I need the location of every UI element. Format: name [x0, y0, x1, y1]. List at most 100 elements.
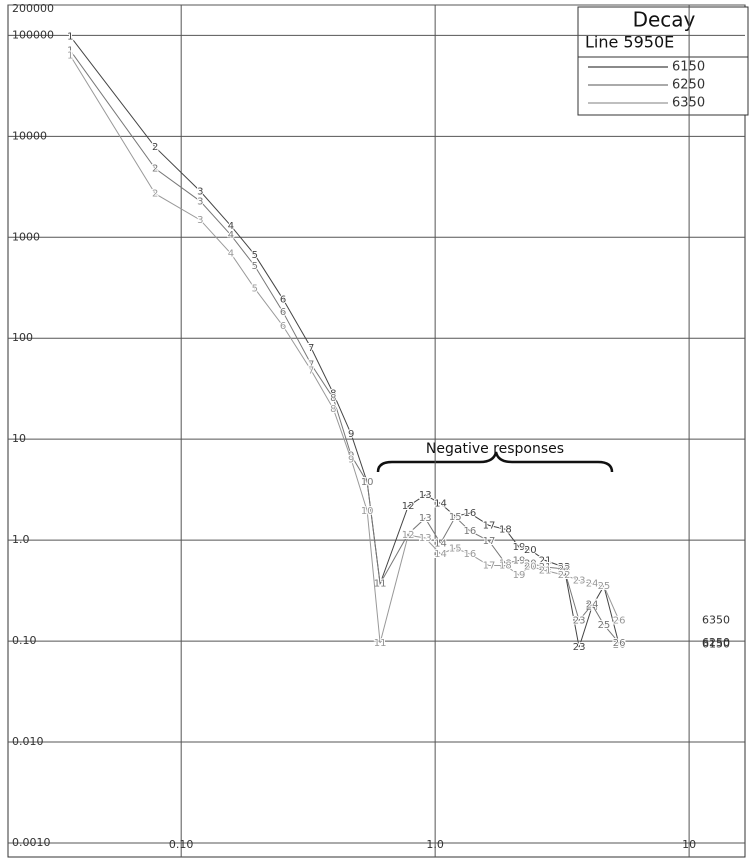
point-label: 22: [558, 562, 571, 573]
y-tick-label: 10000: [12, 129, 47, 142]
y-tick-label: 100000: [12, 28, 54, 41]
point-label: 12: [402, 501, 415, 512]
plot-frame: [7, 4, 746, 858]
y-tick-label: 100: [12, 331, 33, 344]
point-label: 25: [598, 620, 611, 631]
point-label: 10: [361, 506, 374, 517]
point-label: 26: [613, 615, 626, 626]
point-label: 10: [361, 477, 374, 488]
point-label: 15: [449, 512, 462, 523]
series-line: [69, 50, 620, 644]
y-tick-label: 0.010: [12, 735, 44, 748]
point-label: 20: [524, 561, 537, 572]
point-label: 19: [513, 542, 526, 553]
point-label: 1: [67, 45, 73, 56]
point-label: 9: [348, 450, 354, 461]
point-label: 14: [434, 538, 447, 549]
legend-title: Decay: [633, 8, 696, 32]
point-label: 7: [308, 343, 314, 354]
point-label: 21: [539, 555, 552, 566]
point-label: 25: [598, 581, 611, 592]
point-label: 24: [586, 600, 599, 611]
x-tick-label: 10: [682, 838, 696, 851]
point-label: 6: [280, 321, 286, 332]
legend-label: 6150: [672, 60, 705, 75]
point-label: 17: [483, 561, 496, 572]
series-line: [69, 55, 620, 644]
point-label: 7: [308, 365, 314, 376]
point-label: 8: [330, 404, 336, 415]
point-label: 19: [513, 555, 526, 566]
legend-label: 6350: [672, 96, 705, 111]
point-label: 23: [573, 642, 586, 653]
point-label: 13: [419, 490, 432, 501]
point-label: 20: [524, 545, 537, 556]
point-label: 18: [499, 558, 512, 569]
point-label: 22: [558, 564, 571, 575]
point-label: 8: [330, 393, 336, 404]
point-label: 7: [308, 359, 314, 370]
point-label: 17: [483, 536, 496, 547]
x-tick-label: 1.0: [426, 838, 444, 851]
point-label: 2: [152, 164, 158, 175]
point-label: 14: [434, 499, 447, 510]
point-label: 2: [152, 142, 158, 153]
point-label: 23: [573, 575, 586, 586]
point-label: 24: [586, 579, 599, 590]
legend-box: [577, 6, 749, 116]
legend-subtitle: Line 5950E: [585, 33, 674, 52]
point-label: 6: [280, 307, 286, 318]
point-label: 16: [463, 549, 476, 560]
point-label: 5: [252, 284, 258, 295]
point-label: 26: [613, 640, 626, 651]
point-label: 1: [67, 31, 73, 42]
series-end-label: 6150: [702, 638, 730, 651]
y-tick-label: 200000: [12, 2, 54, 15]
point-label: 18: [499, 561, 512, 572]
point-label: 5: [252, 261, 258, 272]
point-label: 19: [513, 570, 526, 581]
point-label: 2: [152, 189, 158, 200]
point-label: 16: [463, 526, 476, 537]
point-label: 3: [197, 215, 203, 226]
point-label: 23: [573, 615, 586, 626]
point-label: 4: [228, 221, 234, 232]
point-label: 9: [348, 429, 354, 440]
point-label: 13: [419, 513, 432, 524]
point-label: 3: [197, 186, 203, 197]
legend-label: 6250: [672, 78, 705, 93]
y-tick-label: 1.0: [12, 533, 30, 546]
point-label: 18: [499, 524, 512, 535]
point-label: 14: [434, 549, 447, 560]
point-label: 4: [228, 249, 234, 260]
point-label: 8: [330, 388, 336, 399]
x-tick-label: 0.10: [169, 838, 194, 851]
point-label: 16: [463, 508, 476, 519]
point-label: 4: [228, 230, 234, 241]
point-label: 11: [374, 579, 387, 590]
brace: [376, 451, 614, 473]
series-end-label: 6350: [702, 613, 730, 626]
y-tick-label: 0.10: [12, 634, 37, 647]
point-label: 1: [67, 51, 73, 62]
point-label: 26: [613, 638, 626, 649]
point-label: 13: [419, 533, 432, 544]
point-label: 9: [348, 454, 354, 465]
point-label: 22: [558, 570, 571, 581]
y-tick-label: 1000: [12, 230, 40, 243]
point-label: 15: [449, 543, 462, 554]
point-label: 17: [483, 520, 496, 531]
y-tick-label: 0.0010: [12, 836, 51, 849]
y-tick-label: 10: [12, 432, 26, 445]
series-end-label: 6250: [702, 636, 730, 649]
annotation: Negative responses: [426, 441, 564, 457]
point-label: 12: [402, 530, 415, 541]
point-label: 12: [402, 529, 415, 540]
series-line: [69, 35, 620, 648]
point-label: 11: [374, 638, 387, 649]
point-label: 21: [539, 566, 552, 577]
point-label: 6: [280, 294, 286, 305]
point-label: 3: [197, 196, 203, 207]
